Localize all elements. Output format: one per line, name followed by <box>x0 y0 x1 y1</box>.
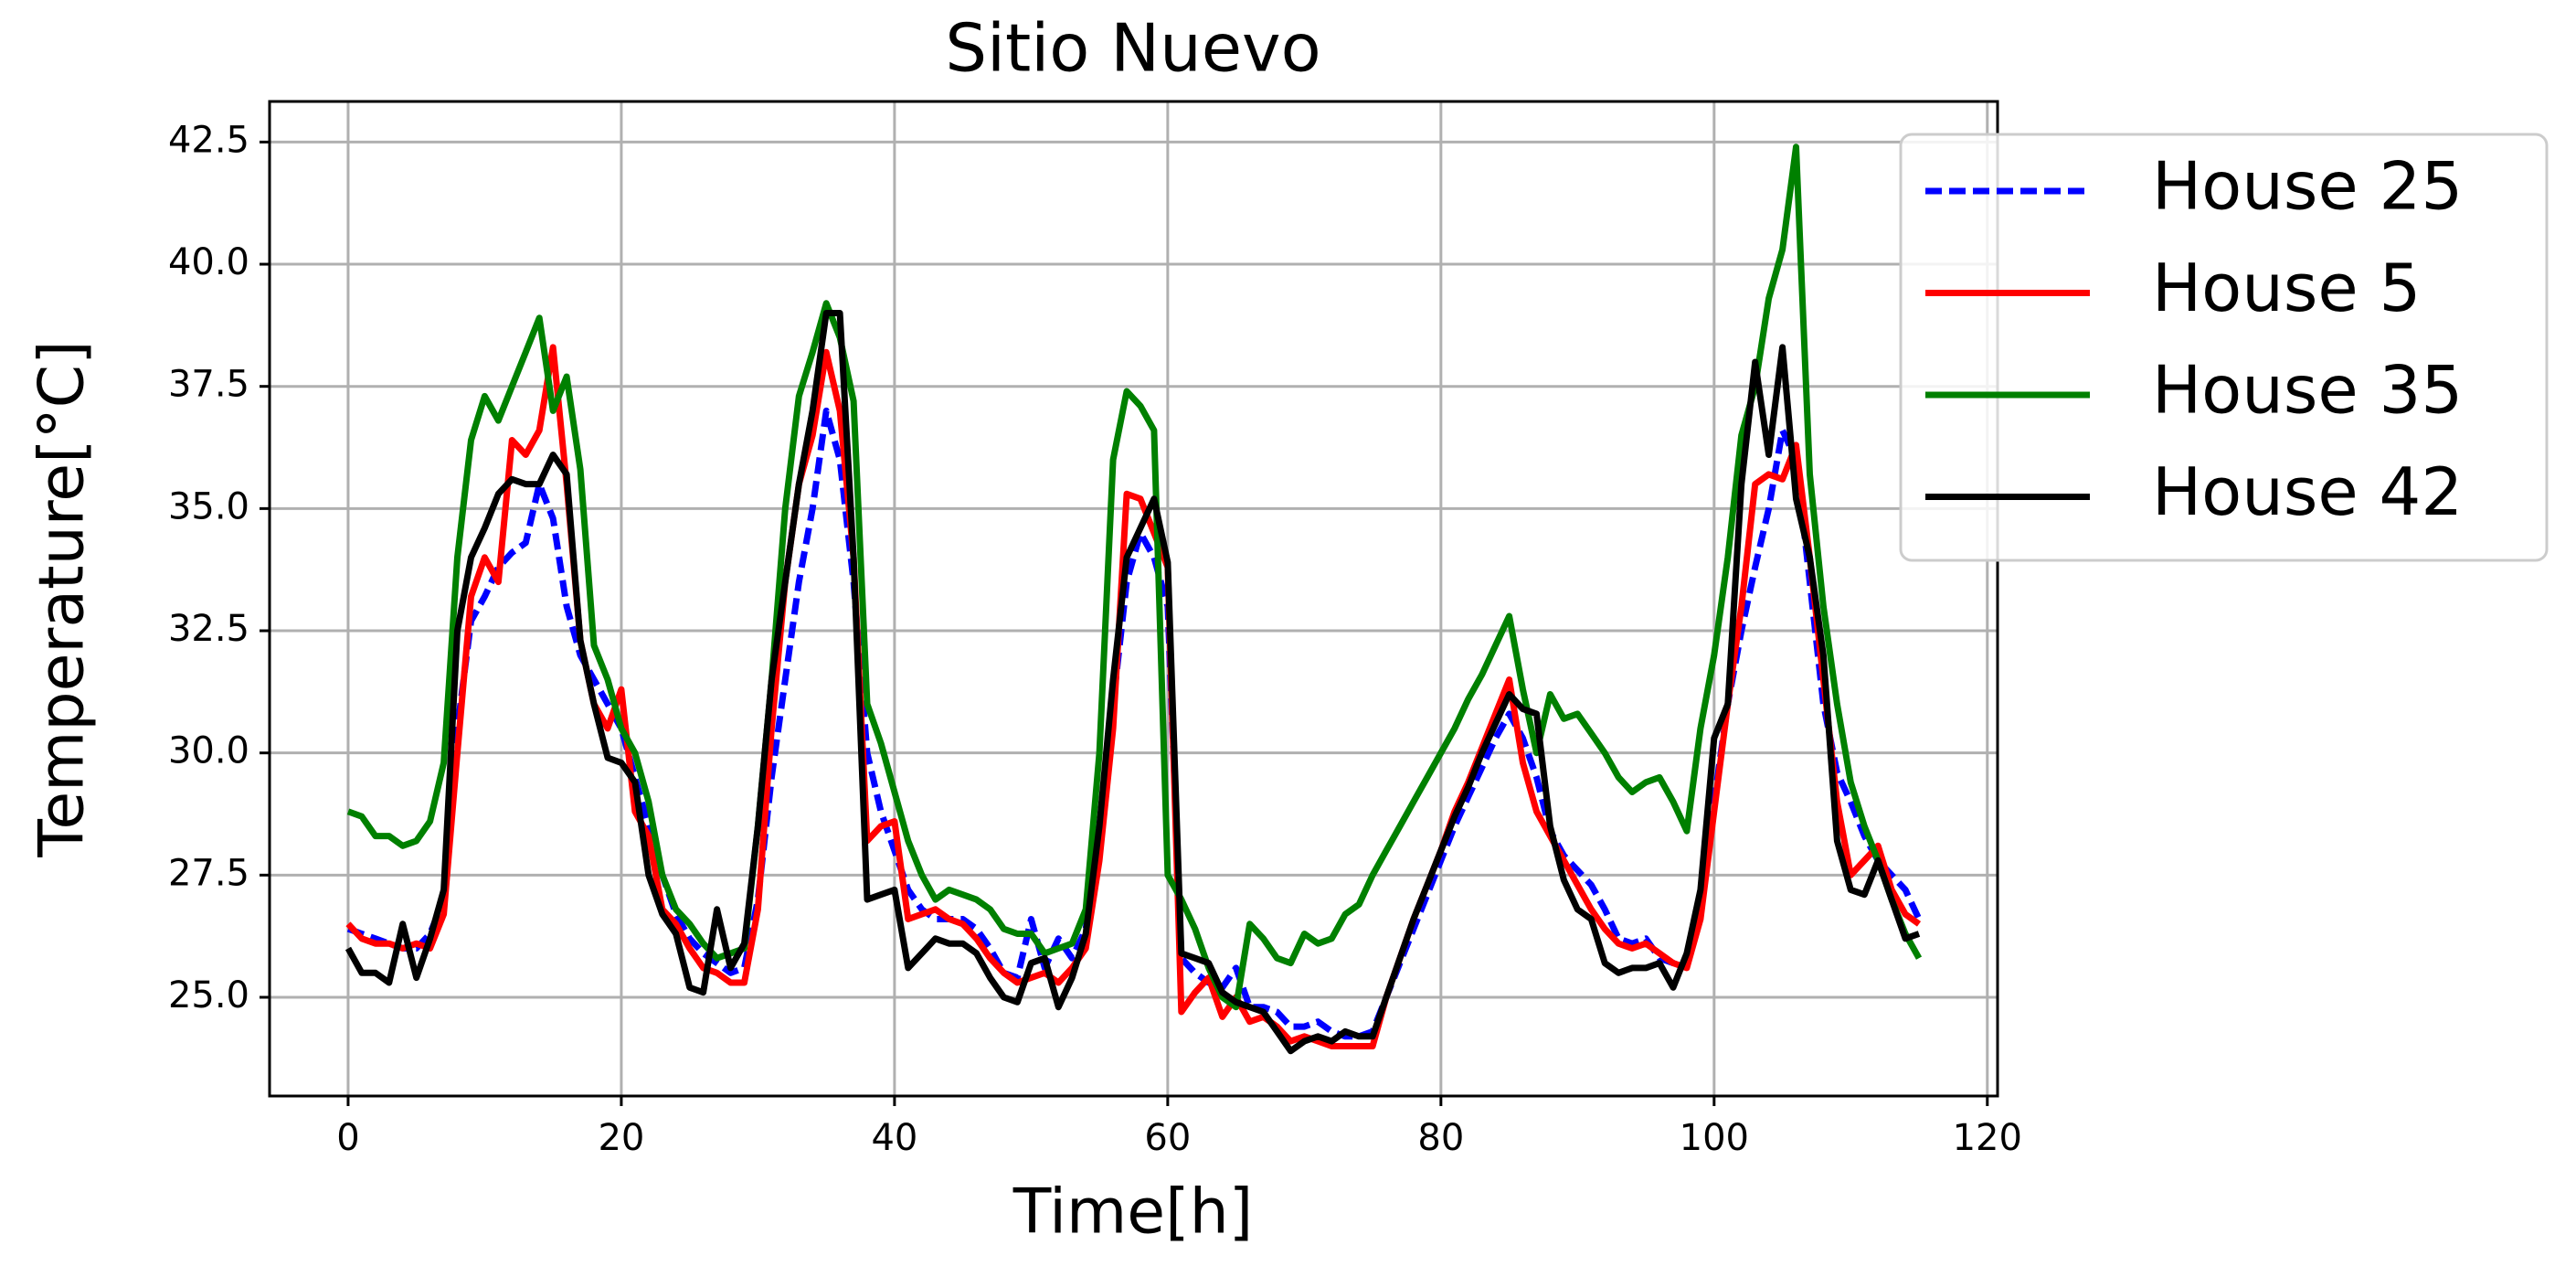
ticks: 0 20 40 60 80 100 120 25.0 27.5 30.0 32.5 35.0 37.5 4… <box>168 119 2022 1159</box>
y-tick-label: 30.0 <box>168 730 249 772</box>
series-line <box>345 344 1922 1049</box>
x-tick-label: 20 <box>598 1117 644 1159</box>
legend-label: House 5 <box>2152 250 2421 326</box>
y-tick-label: 42.5 <box>168 119 249 161</box>
y-tick-label: 25.0 <box>168 974 249 1016</box>
x-tick-label: 80 <box>1417 1117 1464 1159</box>
legend-box <box>1899 133 2549 562</box>
y-tick-label: 27.5 <box>168 852 249 894</box>
y-tick-label: 40.0 <box>168 241 249 283</box>
series-line <box>346 144 1923 1011</box>
x-tick-label: 120 <box>1953 1117 2022 1159</box>
y-tick-label: 32.5 <box>168 608 249 650</box>
y-tick-label: 37.5 <box>168 364 249 406</box>
x-tick-label: 0 <box>336 1117 359 1159</box>
grid <box>270 101 1998 1096</box>
x-tick-label: 40 <box>871 1117 917 1159</box>
legend-label: House 25 <box>2152 148 2463 225</box>
x-axis-label: Time[h] <box>1012 1176 1254 1249</box>
series-line <box>345 310 1921 1055</box>
legend-label: House 42 <box>2152 453 2463 530</box>
chart-title: Sitio Nuevo <box>945 10 1320 87</box>
axes-frame <box>268 100 1999 1098</box>
legend: House 25 House 5 House 35 House 42 <box>1925 148 2463 530</box>
x-tick-label: 60 <box>1144 1117 1191 1159</box>
y-tick-label: 35.0 <box>168 485 249 527</box>
plot-area <box>345 144 1923 1055</box>
legend-label: House 35 <box>2152 352 2463 429</box>
y-axis-label: Temperature[°C] <box>27 340 99 857</box>
x-tick-label: 100 <box>1680 1117 1749 1159</box>
